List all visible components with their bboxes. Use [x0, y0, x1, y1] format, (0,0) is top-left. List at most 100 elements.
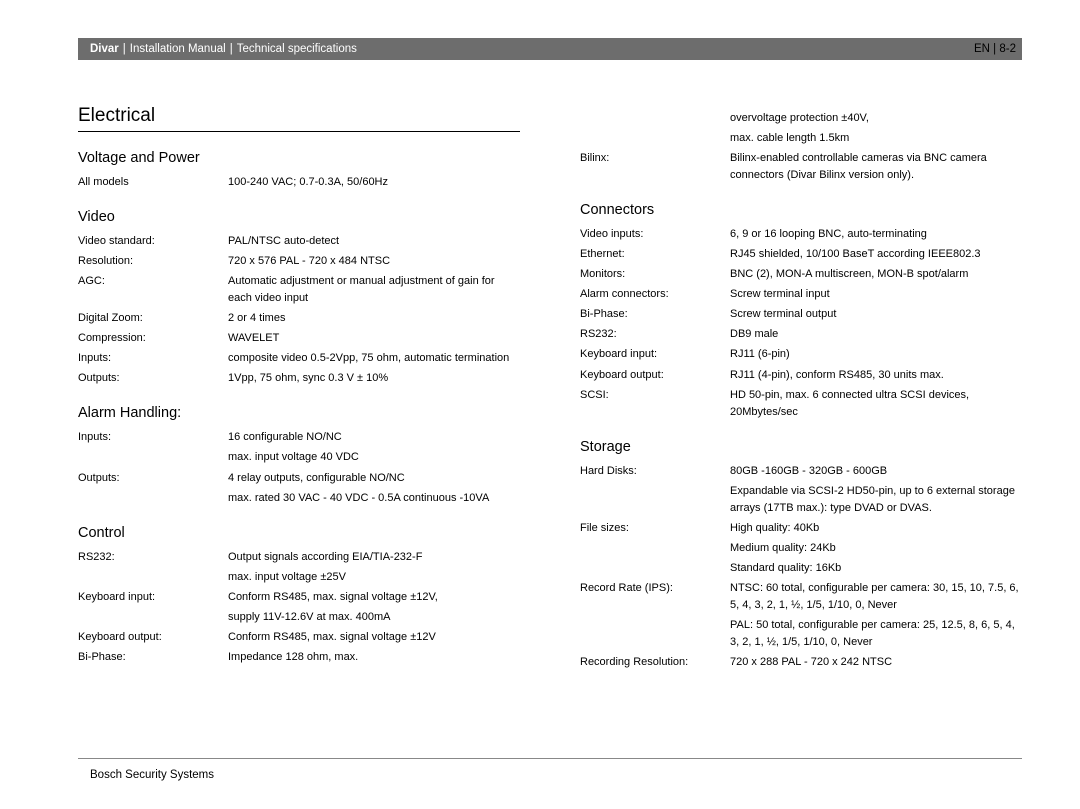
spec-value: 80GB -160GB - 320GB - 600GB [730, 463, 1022, 480]
header-lang: EN [974, 43, 990, 55]
spec-label: Inputs: [78, 429, 228, 446]
spec-value: NTSC: 60 total, configurable per camera:… [730, 580, 1022, 614]
right-column: overvoltage protection ±40V, max. cable l… [580, 105, 1022, 749]
spec-label: Keyboard output: [580, 367, 730, 384]
spec-row: Record Rate (IPS):NTSC: 60 total, config… [580, 580, 1022, 614]
spec-value: WAVELET [228, 330, 520, 347]
rows-control: RS232:Output signals according EIA/TIA-2… [78, 549, 520, 666]
header-bar: Divar | Installation Manual | Technical … [78, 38, 1022, 60]
sub-connectors: Connectors [580, 202, 1022, 218]
spec-row: overvoltage protection ±40V, [580, 110, 1022, 127]
spec-label: Outputs: [78, 370, 228, 387]
spec-value: composite video 0.5-2Vpp, 75 ohm, automa… [228, 350, 520, 367]
spec-row: Expandable via SCSI-2 HD50-pin, up to 6 … [580, 483, 1022, 517]
header-sub1: Installation Manual [130, 43, 226, 55]
spec-label: AGC: [78, 273, 228, 307]
left-column: Electrical Voltage and Power All models1… [78, 105, 520, 749]
spec-label: Bi-Phase: [580, 306, 730, 323]
spec-label: RS232: [78, 549, 228, 566]
spec-row: AGC:Automatic adjustment or manual adjus… [78, 273, 520, 307]
header-sep2: | [230, 43, 233, 55]
spec-value: Screw terminal output [730, 306, 1022, 323]
sub-control: Control [78, 525, 520, 541]
spec-label: SCSI: [580, 387, 730, 421]
spec-row: Keyboard input:Conform RS485, max. signa… [78, 589, 520, 606]
spec-value: RJ11 (4-pin), conform RS485, 30 units ma… [730, 367, 1022, 384]
spec-label [580, 560, 730, 577]
spec-label: Outputs: [78, 470, 228, 487]
spec-value: HD 50-pin, max. 6 connected ultra SCSI d… [730, 387, 1022, 421]
spec-row: Video inputs:6, 9 or 16 looping BNC, aut… [580, 226, 1022, 243]
spec-label: Alarm connectors: [580, 286, 730, 303]
spec-row: RS232:Output signals according EIA/TIA-2… [78, 549, 520, 566]
spec-value: PAL: 50 total, configurable per camera: … [730, 617, 1022, 651]
header-page: EN | 8-2 [974, 38, 1016, 60]
spec-value: 2 or 4 times [228, 310, 520, 327]
spec-value: Standard quality: 16Kb [730, 560, 1022, 577]
spec-row: Keyboard input:RJ11 (6-pin) [580, 346, 1022, 363]
spec-value: 720 x 576 PAL - 720 x 484 NTSC [228, 253, 520, 270]
header-product: Divar [90, 43, 119, 55]
spec-value: supply 11V-12.6V at max. 400mA [228, 609, 520, 626]
sub-video: Video [78, 209, 520, 225]
content: Electrical Voltage and Power All models1… [78, 105, 1022, 749]
spec-row: Outputs:4 relay outputs, configurable NO… [78, 470, 520, 487]
spec-row: Recording Resolution:720 x 288 PAL - 720… [580, 654, 1022, 671]
spec-row: SCSI:HD 50-pin, max. 6 connected ultra S… [580, 387, 1022, 421]
spec-value: Expandable via SCSI-2 HD50-pin, up to 6 … [730, 483, 1022, 517]
spec-value: PAL/NTSC auto-detect [228, 233, 520, 250]
spec-row: Bi-Phase:Impedance 128 ohm, max. [78, 649, 520, 666]
spec-label [580, 130, 730, 147]
spec-label [78, 490, 228, 507]
spec-value: max. rated 30 VAC - 40 VDC - 0.5A contin… [228, 490, 520, 507]
spec-row: supply 11V-12.6V at max. 400mA [78, 609, 520, 626]
spec-value: 720 x 288 PAL - 720 x 242 NTSC [730, 654, 1022, 671]
spec-label: Bilinx: [580, 150, 730, 184]
spec-label [78, 609, 228, 626]
spec-label [78, 449, 228, 466]
spec-label [78, 569, 228, 586]
spec-label: Video standard: [78, 233, 228, 250]
spec-row: Bilinx:Bilinx-enabled controllable camer… [580, 150, 1022, 184]
spec-row: Medium quality: 24Kb [580, 540, 1022, 557]
spec-value: DB9 male [730, 326, 1022, 343]
spec-row: PAL: 50 total, configurable per camera: … [580, 617, 1022, 651]
spec-label: Inputs: [78, 350, 228, 367]
spec-label: Monitors: [580, 266, 730, 283]
spec-value: RJ45 shielded, 10/100 BaseT according IE… [730, 246, 1022, 263]
header-sep3: | [990, 43, 999, 55]
spec-row: max. rated 30 VAC - 40 VDC - 0.5A contin… [78, 490, 520, 507]
spec-row: Inputs:16 configurable NO/NC [78, 429, 520, 446]
header-sub2: Technical specifications [237, 43, 357, 55]
rows-video: Video standard:PAL/NTSC auto-detectResol… [78, 233, 520, 387]
spec-label: All models [78, 174, 228, 191]
spec-row: RS232:DB9 male [580, 326, 1022, 343]
spec-value: Impedance 128 ohm, max. [228, 649, 520, 666]
spec-row: Bi-Phase:Screw terminal output [580, 306, 1022, 323]
spec-row: Compression:WAVELET [78, 330, 520, 347]
spec-row: Keyboard output:Conform RS485, max. sign… [78, 629, 520, 646]
spec-value: 100-240 VAC; 0.7-0.3A, 50/60Hz [228, 174, 520, 191]
spec-label [580, 483, 730, 517]
spec-value: overvoltage protection ±40V, [730, 110, 1022, 127]
footer-text: Bosch Security Systems [90, 769, 214, 781]
spec-row: max. input voltage ±25V [78, 569, 520, 586]
spec-label: File sizes: [580, 520, 730, 537]
spec-value: Output signals according EIA/TIA-232-F [228, 549, 520, 566]
sub-storage: Storage [580, 439, 1022, 455]
spec-value: Automatic adjustment or manual adjustmen… [228, 273, 520, 307]
footer-line [78, 758, 1022, 759]
spec-label [580, 617, 730, 651]
spec-row: Video standard:PAL/NTSC auto-detect [78, 233, 520, 250]
spec-value: BNC (2), MON-A multiscreen, MON-B spot/a… [730, 266, 1022, 283]
rows-pre: overvoltage protection ±40V, max. cable l… [580, 110, 1022, 184]
spec-value: 16 configurable NO/NC [228, 429, 520, 446]
spec-value: RJ11 (6-pin) [730, 346, 1022, 363]
spec-label: Recording Resolution: [580, 654, 730, 671]
spec-row: Outputs:1Vpp, 75 ohm, sync 0.3 V ± 10% [78, 370, 520, 387]
spec-row: Hard Disks:80GB -160GB - 320GB - 600GB [580, 463, 1022, 480]
spec-row: Alarm connectors:Screw terminal input [580, 286, 1022, 303]
spec-row: Keyboard output:RJ11 (4-pin), conform RS… [580, 367, 1022, 384]
spec-value: max. cable length 1.5km [730, 130, 1022, 147]
spec-row: max. cable length 1.5km [580, 130, 1022, 147]
